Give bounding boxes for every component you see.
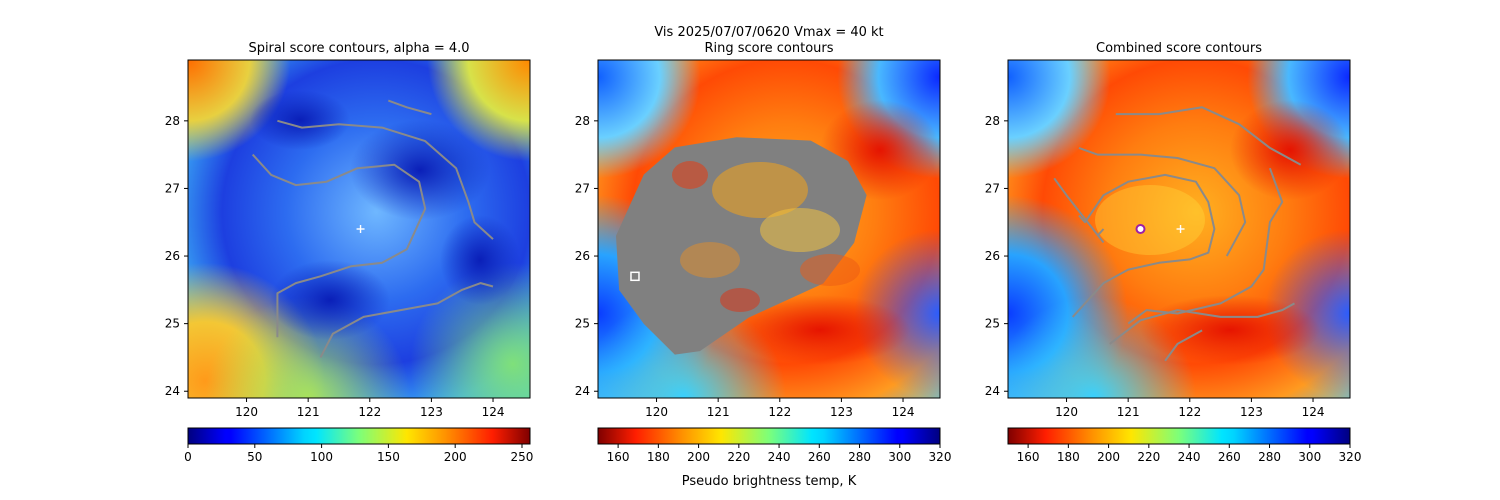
colorbar-tick-label: 250 (511, 450, 534, 464)
contour-line (1115, 106, 1302, 166)
x-tick-label: 123 (830, 405, 853, 419)
colorbar-tick-label: 240 (768, 450, 791, 464)
contour-line (387, 99, 432, 116)
contour-line (1071, 173, 1216, 318)
colorbar-tick-label: 0 (184, 450, 192, 464)
x-tick-label: 121 (707, 405, 730, 419)
ring-axes-frame (597, 59, 941, 399)
spiral-contours (251, 99, 494, 358)
colorbar-tick-label: 200 (687, 450, 710, 464)
spiral-colorbar-ticks: 0 50 100 150 200 250 (184, 444, 533, 464)
contour-line (277, 119, 494, 240)
x-tick-label: 122 (358, 405, 381, 419)
colorbar-tick-label: 260 (808, 450, 831, 464)
ring-region-holes (672, 161, 860, 312)
combined-colorbar (1007, 427, 1351, 445)
combined-axis-ticks: 120 121 122 123 124 24 25 26 27 28 (985, 114, 1325, 419)
spiral-colorbar (187, 427, 531, 445)
spiral-axis-ticks: 120 121 122 123 124 24 25 26 27 28 (165, 114, 505, 419)
colorbar-tick-label: 180 (1057, 450, 1080, 464)
storm-center-marker (1176, 225, 1185, 233)
x-tick-label: 122 (768, 405, 791, 419)
colorbar-tick-label: 280 (848, 450, 871, 464)
y-tick-label: 26 (985, 249, 1000, 263)
combined-center-marker (1135, 224, 1146, 234)
panel-ring: Ring score contours 120 121 122 123 124 24 25 2… (575, 41, 952, 489)
contour-line (319, 282, 494, 358)
colorbar-label: Pseudo brightness temp, K (682, 474, 857, 489)
colorbar-tick-label: 150 (377, 450, 400, 464)
ring-markers (630, 271, 640, 282)
panel-combined: Combined score contours 120 121 122 123 124 2… (985, 41, 1362, 464)
colorbar-tick-label: 200 (1097, 450, 1120, 464)
ring-heatmap (598, 60, 940, 398)
colorbar-tick-label: 300 (1298, 450, 1321, 464)
combined-colorbar-ticks: 160 180 200 220 240 260 280 300 320 (1017, 444, 1362, 464)
y-tick-label: 25 (165, 317, 180, 331)
panel-combined-title: Combined score contours (1096, 41, 1262, 56)
colorbar-tick-label: 100 (310, 450, 333, 464)
x-tick-label: 120 (235, 405, 258, 419)
y-tick-label: 24 (575, 384, 590, 398)
colorbar-tick-label: 180 (647, 450, 670, 464)
panel-spiral: Spiral score contours, alpha = 4.0 120 12… (165, 41, 534, 464)
x-tick-label: 121 (1117, 405, 1140, 419)
y-tick-label: 25 (985, 317, 1000, 331)
spiral-markers (356, 225, 365, 233)
spiral-heatmap (188, 60, 530, 398)
colorbar-tick-label: 240 (1178, 450, 1201, 464)
ring-center-marker (630, 271, 640, 282)
colorbar-tick-label: 300 (888, 450, 911, 464)
y-tick-label: 26 (575, 249, 590, 263)
y-tick-label: 26 (165, 249, 180, 263)
contour-line (1109, 302, 1295, 345)
y-tick-label: 27 (165, 181, 180, 195)
colorbar-tick-label: 260 (1218, 450, 1241, 464)
x-tick-label: 123 (420, 405, 443, 419)
combined-markers (1135, 224, 1185, 234)
y-tick-label: 28 (165, 114, 180, 128)
y-tick-label: 27 (575, 181, 590, 195)
x-tick-label: 124 (1302, 405, 1325, 419)
x-tick-label: 124 (482, 405, 505, 419)
panel-spiral-title: Spiral score contours, alpha = 4.0 (248, 41, 469, 56)
x-tick-label: 121 (297, 405, 320, 419)
colorbar-tick-label: 160 (1017, 450, 1040, 464)
x-tick-label: 124 (892, 405, 915, 419)
figure-suptitle: Vis 2025/07/07/0620 Vmax = 40 kt (654, 25, 883, 40)
contour-line (1053, 177, 1105, 244)
contour-line (251, 153, 427, 338)
x-tick-label: 120 (1055, 405, 1078, 419)
y-tick-label: 28 (985, 114, 1000, 128)
colorbar-tick-label: 160 (607, 450, 630, 464)
spiral-axes-frame (187, 59, 531, 399)
colorbar-tick-label: 50 (247, 450, 262, 464)
x-tick-label: 120 (645, 405, 668, 419)
contour-line (1078, 146, 1247, 257)
ring-colorbar-ticks: 160 180 200 220 240 260 280 300 320 (607, 444, 952, 464)
ring-axis-ticks: 120 121 122 123 124 24 25 26 27 28 (575, 114, 915, 419)
storm-center-marker (356, 225, 365, 233)
colorbar-tick-label: 320 (1339, 450, 1362, 464)
y-tick-label: 24 (165, 384, 180, 398)
y-tick-label: 24 (985, 384, 1000, 398)
contour-line (1164, 329, 1203, 362)
x-tick-label: 122 (1178, 405, 1201, 419)
colorbar-tick-label: 320 (929, 450, 952, 464)
combined-contours (1053, 106, 1302, 362)
colorbar-tick-label: 200 (444, 450, 467, 464)
y-tick-label: 28 (575, 114, 590, 128)
panel-ring-title: Ring score contours (704, 41, 833, 56)
y-tick-label: 25 (575, 317, 590, 331)
combined-axes-frame (1007, 59, 1351, 399)
contour-line (1127, 167, 1284, 325)
colorbar-tick-label: 220 (1137, 450, 1160, 464)
x-tick-label: 123 (1240, 405, 1263, 419)
ring-colorbar (597, 427, 941, 445)
colorbar-tick-label: 220 (727, 450, 750, 464)
colorbar-tick-label: 280 (1258, 450, 1281, 464)
y-tick-label: 27 (985, 181, 1000, 195)
